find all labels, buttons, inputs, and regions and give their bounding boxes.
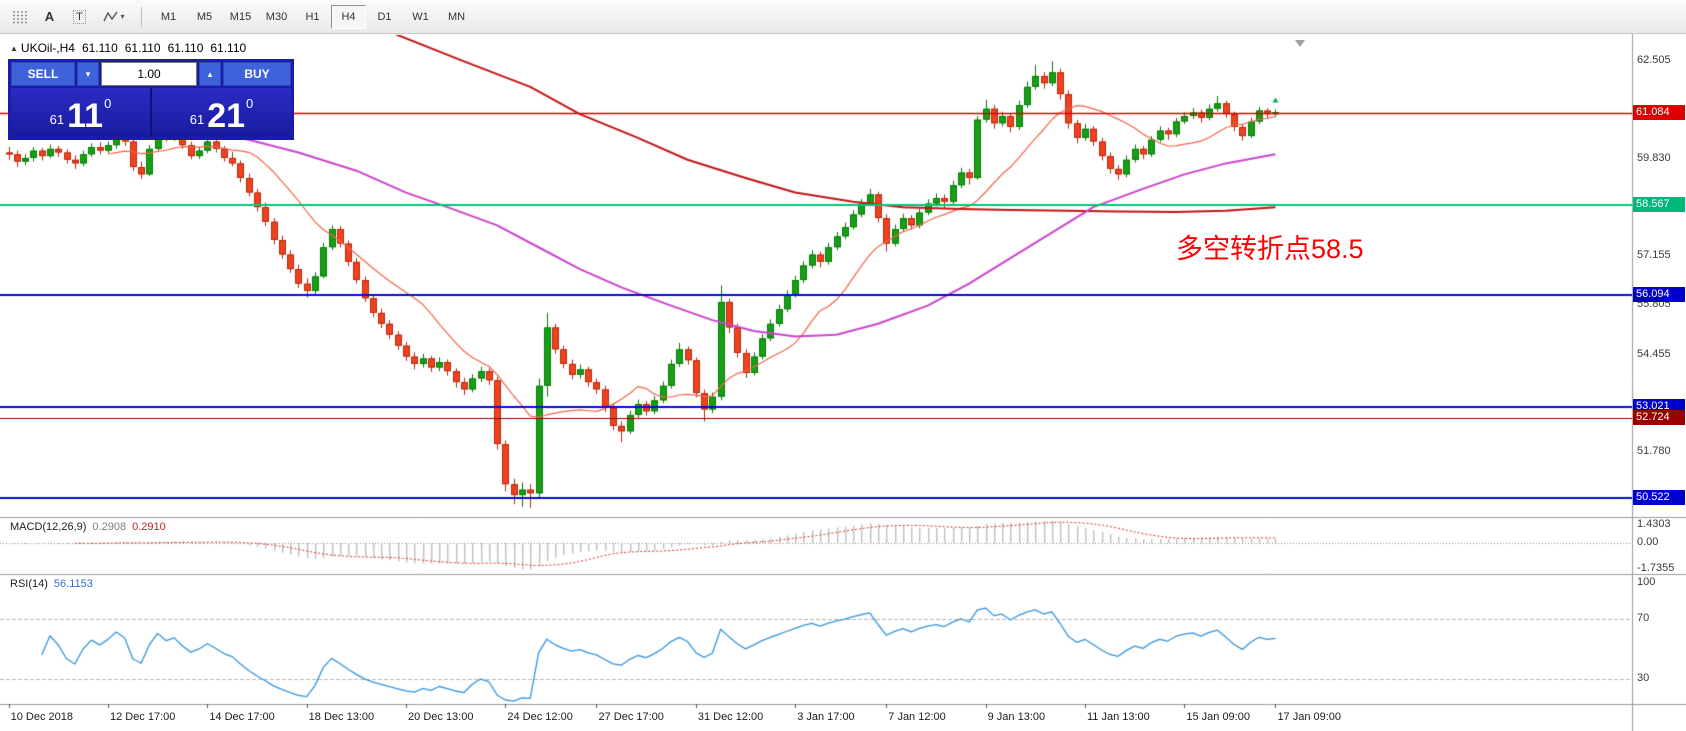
- toolbar-separator: [141, 6, 142, 27]
- macd-scale-label: 0.00: [1637, 536, 1659, 549]
- bid-main-digits: 11: [67, 97, 104, 136]
- macd-signal-value: 0.2910: [132, 521, 166, 533]
- rsi-indicator-label: RSI(14) 56.1153: [10, 578, 93, 590]
- ask-prefix: 61: [189, 112, 205, 127]
- bid-price-display[interactable]: 61 11 0: [11, 88, 150, 137]
- time-axis-label: 11 Jan 13:00: [1087, 711, 1150, 723]
- ask-price-display[interactable]: 61 21 0: [150, 88, 291, 137]
- price-axis-tag: 50.522: [1633, 489, 1685, 505]
- time-axis-label: 10 Dec 2018: [10, 711, 73, 723]
- time-axis-label: 24 Dec 12:00: [507, 711, 573, 723]
- price-axis-label: 51.780: [1637, 445, 1671, 458]
- ask-pip-digit: 0: [246, 96, 254, 111]
- ohlc-low: 61.110: [167, 41, 204, 55]
- price-axis-tag: 61.084: [1633, 104, 1685, 120]
- time-axis-label: 31 Dec 12:00: [697, 711, 764, 723]
- time-axis-label: 18 Dec 13:00: [308, 711, 375, 723]
- time-axis[interactable]: 10 Dec 2018 12 Dec 17:00 14 Dec 17:00 18 De…: [0, 704, 1632, 731]
- ohlc-open: 61.110: [81, 41, 118, 55]
- timeframe-mn-button[interactable]: MN: [447, 10, 466, 23]
- rsi-scale-label: 30: [1637, 672, 1650, 684]
- macd-main-value: 0.2908: [92, 521, 127, 533]
- timeframe-h1-button[interactable]: H1: [305, 10, 320, 23]
- price-axis-tag: 56.094: [1633, 286, 1685, 302]
- chart-header: ▲ UKOil-,H4 61.110 61.110 61.110 61.110: [10, 41, 246, 55]
- time-axis-label: 14 Dec 17:00: [209, 711, 275, 723]
- price-axis-tag: 52.724: [1633, 409, 1685, 425]
- time-axis-label: 17 Jan 09:00: [1277, 711, 1342, 723]
- time-axis-label: 27 Dec 17:00: [598, 711, 664, 723]
- macd-scale-label: -1.7355: [1637, 562, 1675, 574]
- rsi-value: 56.1153: [53, 578, 93, 590]
- timeframe-h4-button[interactable]: H4: [331, 4, 366, 29]
- rsi-name: RSI(14): [10, 578, 48, 590]
- symbol-marker-icon: ▲: [10, 44, 18, 53]
- symbol-title: UKOil-,H4: [20, 41, 75, 55]
- pattern-tool-button[interactable]: [6, 5, 33, 29]
- timeframe-w1-button[interactable]: W1: [412, 10, 429, 23]
- toolbar: A T ▾ M1 M5 M15 M30 H1 H4 D1 W1 MN: [0, 0, 1686, 34]
- zigzag-line-icon: [103, 11, 119, 22]
- ask-main-digits: 21: [207, 97, 246, 136]
- one-click-trading-panel: SELL ▾ ▴ BUY 61 11 0 61 21 0: [8, 59, 294, 140]
- price-axis[interactable]: 62.505 59.830 57.155 55.805 54.455 51.780 61.0…: [1632, 34, 1686, 731]
- time-axis-label: 15 Jan 09:00: [1186, 711, 1250, 723]
- price-axis-label: 62.505: [1637, 54, 1671, 67]
- timeframe-m1-button[interactable]: M1: [160, 10, 177, 23]
- time-axis-label: 20 Dec 13:00: [408, 711, 474, 723]
- price-axis-tag: 58.567: [1633, 196, 1685, 212]
- chart-annotation-text[interactable]: 多空转折点58.5: [1176, 234, 1364, 264]
- price-axis-label: 59.830: [1637, 151, 1671, 164]
- letter-t-icon: T: [73, 9, 86, 24]
- rsi-scale-label: 70: [1637, 612, 1650, 624]
- dropdown-caret-icon: ▾: [120, 12, 125, 21]
- volume-dropdown-button[interactable]: ▾: [77, 62, 99, 86]
- volume-input[interactable]: [101, 62, 197, 86]
- text-tool-button[interactable]: T: [66, 5, 93, 29]
- ohlc-high: 61.110: [124, 41, 161, 55]
- timeframe-m15-button[interactable]: M15: [229, 10, 252, 23]
- time-axis-label: 3 Jan 17:00: [797, 711, 855, 723]
- scroll-marker-icon[interactable]: [1295, 40, 1305, 47]
- timeframe-m5-button[interactable]: M5: [196, 10, 213, 23]
- timeframe-d1-button[interactable]: D1: [377, 10, 392, 23]
- dotted-grid-icon: [12, 10, 27, 23]
- ohlc-close: 61.110: [210, 41, 247, 55]
- macd-name: MACD(12,26,9): [10, 521, 87, 533]
- time-axis-label: 9 Jan 13:00: [987, 711, 1046, 723]
- rsi-scale-label: 100: [1637, 576, 1656, 588]
- macd-indicator-label: MACD(12,26,9) 0.2908 0.2910: [10, 521, 166, 533]
- time-axis-label: 12 Dec 17:00: [109, 711, 176, 723]
- letter-a-icon: A: [44, 9, 55, 24]
- bid-prefix: 61: [49, 112, 65, 127]
- bid-pip-digit: 0: [104, 96, 112, 111]
- macd-scale-label: 1.4303: [1637, 518, 1671, 530]
- volume-up-button[interactable]: ▴: [199, 62, 221, 86]
- buy-button[interactable]: BUY: [223, 62, 291, 86]
- drawing-tools-button[interactable]: ▾: [96, 5, 132, 29]
- price-axis-label: 54.455: [1637, 347, 1671, 360]
- sell-button[interactable]: SELL: [11, 62, 75, 86]
- timeframe-m30-button[interactable]: M30: [265, 10, 288, 23]
- time-axis-label: 7 Jan 12:00: [888, 711, 946, 723]
- text-label-tool-button[interactable]: A: [36, 5, 63, 29]
- price-axis-label: 57.155: [1637, 249, 1671, 262]
